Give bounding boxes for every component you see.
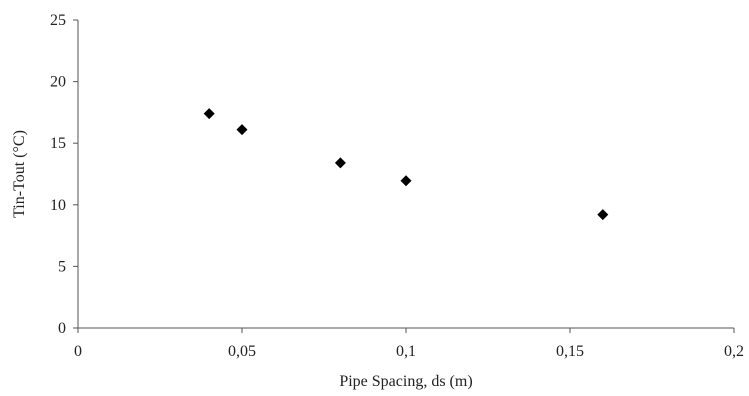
data-point-diamond (597, 209, 609, 221)
data-point-diamond (400, 175, 412, 187)
y-tick-label: 10 (50, 197, 66, 214)
y-ticks: 0 5 10 15 20 25 (50, 12, 78, 337)
y-tick-label: 5 (58, 258, 66, 275)
x-tick-label: 0,2 (724, 343, 744, 360)
y-tick-label: 15 (50, 135, 66, 152)
data-point-diamond (203, 108, 215, 120)
x-tick-label: 0,15 (556, 343, 584, 360)
x-tick-label: 0,05 (228, 343, 256, 360)
x-tick-label: 0 (74, 343, 82, 360)
x-ticks: 0 0,05 0,1 0,15 0,2 (74, 328, 744, 360)
y-tick-label: 20 (50, 74, 66, 91)
data-point-diamond (334, 157, 346, 169)
y-axis-title: Tin-Tout (°C) (11, 130, 28, 218)
y-tick-label: 0 (58, 320, 66, 337)
data-point-diamond (236, 124, 248, 136)
x-tick-label: 0,1 (396, 343, 416, 360)
data-points (203, 108, 609, 221)
y-tick-label: 25 (50, 12, 66, 29)
x-axis-title: Pipe Spacing, ds (m) (339, 373, 472, 390)
axes (77, 20, 734, 329)
